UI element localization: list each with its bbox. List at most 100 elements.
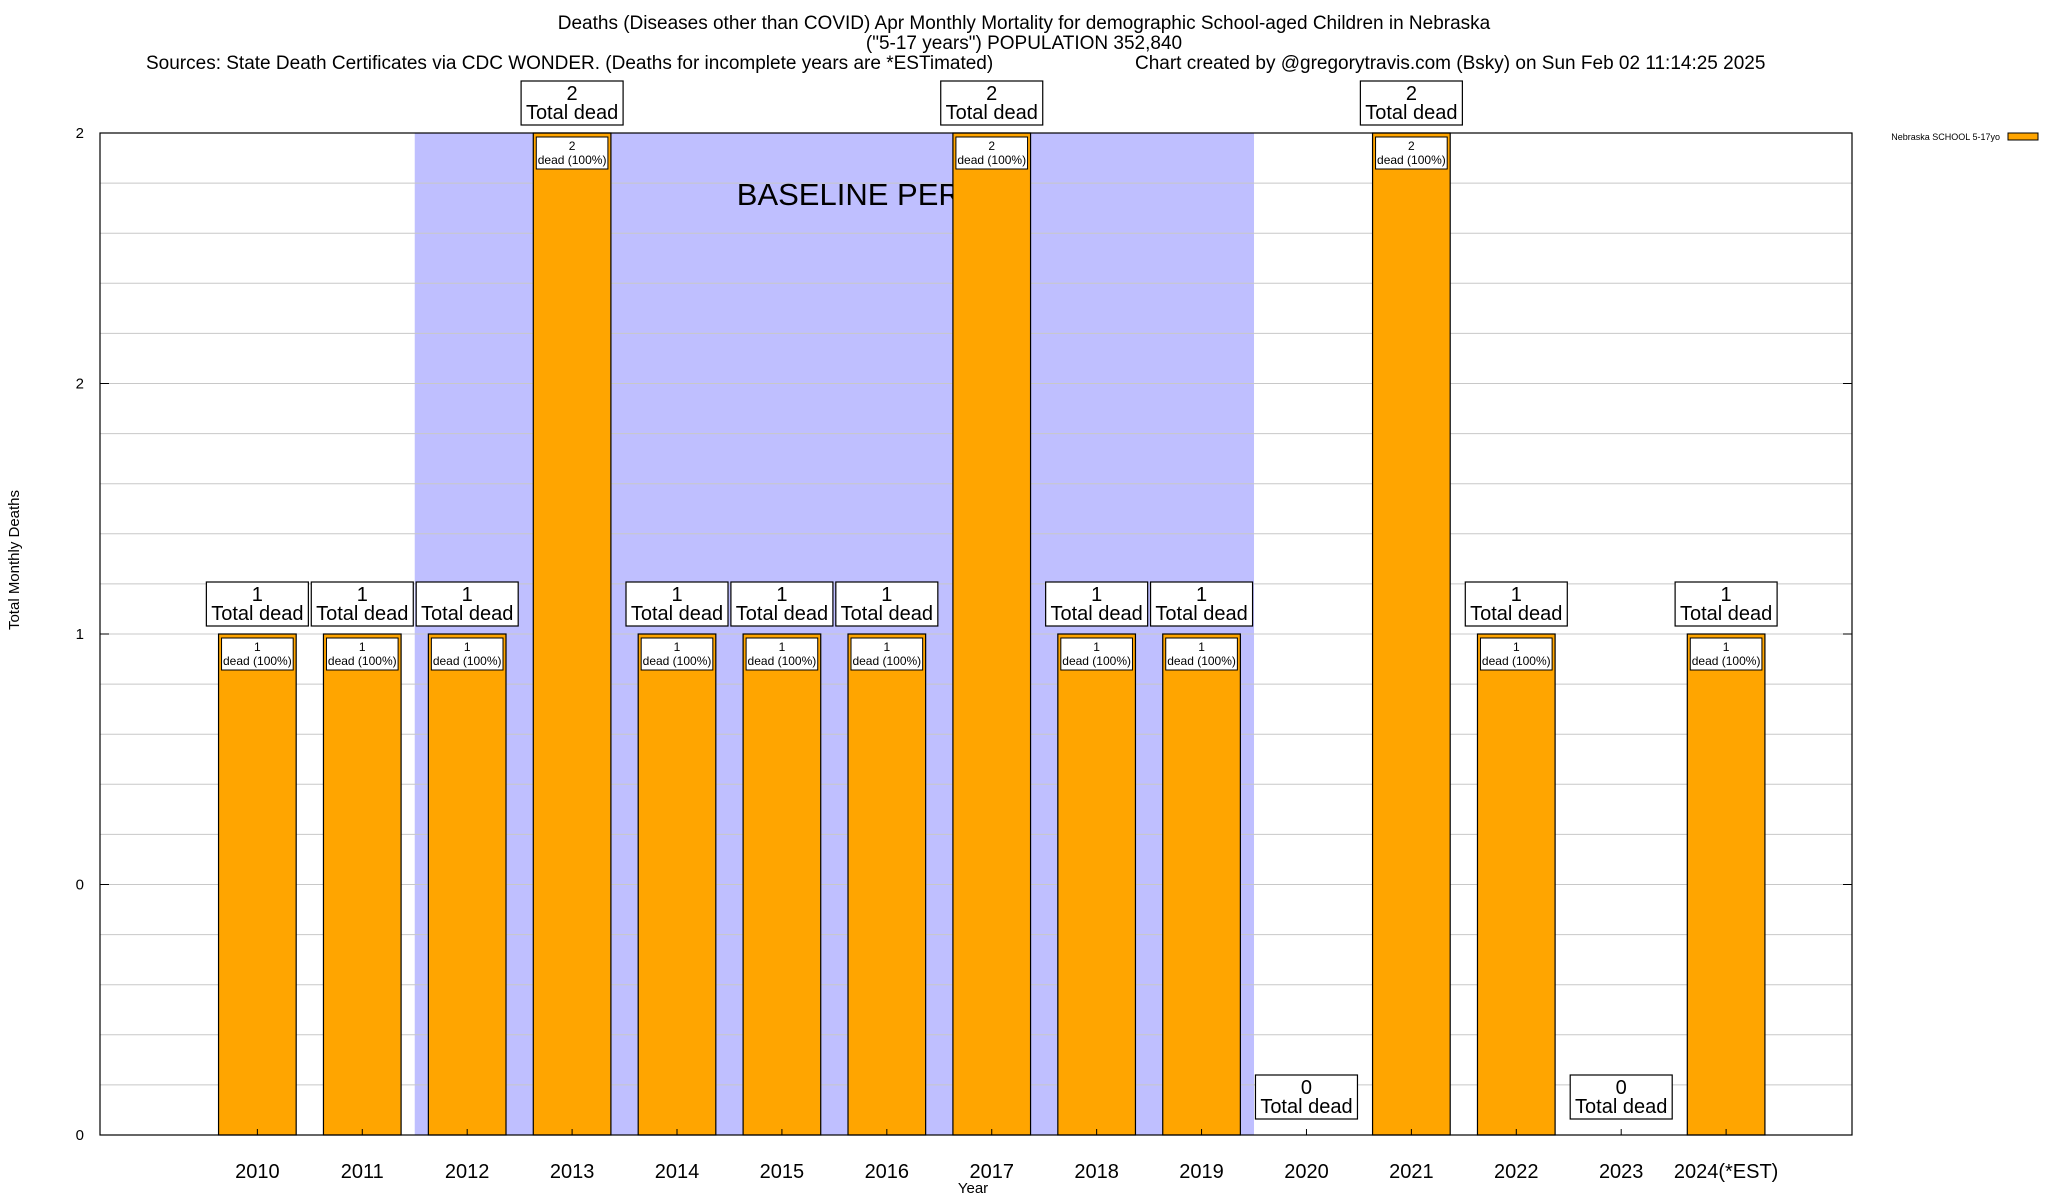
bar-2011 [322,633,402,1136]
bar-2019 [1162,633,1241,1136]
y-tick-label: 0 [76,1127,84,1144]
total-count-label: 1 [671,584,682,606]
segment-percent-label: dead (100%) [1482,654,1551,668]
x-axis-label: Year [957,1180,989,1197]
total-label-box [1674,581,1778,627]
segment-percent-label: dead (100%) [328,654,397,668]
segment-percent-label: dead (100%) [1692,654,1761,668]
segment-count-label: 1 [1723,640,1730,654]
total-dead-label: Total dead [1050,603,1142,625]
segment-percent-label: dead (100%) [538,153,607,167]
total-label-box [415,581,519,627]
segment-percent-label: dead (100%) [1062,654,1131,668]
segment-count-label: 2 [569,139,576,153]
total-count-label: 2 [567,83,578,105]
total-count-label: 1 [357,584,368,606]
segment-count-label: 1 [1513,640,1520,654]
total-label-box [940,80,1044,126]
y-axis-label-container: Total Monthly Deaths [6,490,26,710]
total-label-box [205,581,309,627]
segment-label-box [430,637,504,671]
segment-label-box [1060,637,1133,671]
total-dead-label: Total dead [1365,102,1457,124]
segment-label-box [850,637,924,671]
segment-count-label: 1 [1093,640,1100,654]
segment-percent-label: dead (100%) [748,654,817,668]
segment-label-box [1689,637,1763,671]
x-tick-label: 2017 [969,1161,1014,1183]
total-count-label: 1 [462,584,473,606]
x-tick-label: 2011 [341,1161,384,1183]
total-count-label: 1 [881,584,892,606]
bar-2018 [1057,633,1137,1136]
x-tick-label: 2016 [865,1161,910,1183]
bar-2014 [637,633,717,1136]
bar-2017 [952,132,1032,1136]
total-label-box [310,581,414,627]
chart-credit: Chart created by @gregorytravis.com (Bsk… [1135,53,1766,74]
total-count-label: 2 [1406,83,1417,105]
segment-percent-label: dead (100%) [852,654,921,668]
total-count-label: 1 [776,584,787,606]
segment-label-box [1479,637,1553,671]
segment-count-label: 1 [779,640,786,654]
bar-2022 [1476,633,1556,1136]
x-tick-label: 2010 [235,1161,280,1183]
legend-label: Nebraska SCHOOL 5-17yo [1891,132,2000,142]
legend-swatch [2007,132,2039,141]
segment-percent-label: dead (100%) [643,654,712,668]
segment-percent-label: dead (100%) [1377,153,1446,167]
x-tick-label: 2015 [760,1161,805,1183]
segment-label-box [955,136,1029,170]
segment-count-label: 2 [988,139,995,153]
total-label-box [1359,80,1463,126]
y-axis-label: Total Monthly Deaths [6,489,23,631]
bar-2015 [742,633,822,1136]
total-dead-label: Total dead [211,603,303,625]
total-count-label: 1 [1196,584,1207,606]
total-dead-label: Total dead [421,603,513,625]
total-count-label: 1 [1091,584,1102,606]
y-tick-label: 1 [76,626,84,643]
total-dead-label: Total dead [631,603,723,625]
segment-percent-label: dead (100%) [957,153,1026,167]
total-label-box [835,581,939,627]
x-tick-label: 2019 [1179,1161,1224,1183]
segment-label-box [325,637,399,671]
total-dead-label: Total dead [1470,603,1562,625]
segment-label-box [1165,637,1238,671]
total-label-box [1464,581,1568,627]
segment-count-label: 1 [883,640,890,654]
total-label-box [1149,581,1254,627]
x-tick-label: 2012 [445,1161,490,1183]
segment-label-box [745,637,819,671]
total-count-label: 1 [1721,584,1732,606]
y-tick-label: 2 [76,125,84,142]
x-tick-label: 2018 [1074,1161,1119,1183]
total-dead-label: Total dead [841,603,933,625]
total-label-box [625,581,729,627]
total-dead-label: Total dead [736,603,828,625]
total-label-box [730,581,834,627]
total-label-box [1254,1074,1359,1120]
bar-2010 [217,633,297,1136]
x-tick-label: 2024(*EST) [1674,1161,1779,1183]
bar-2024(*EST) [1686,633,1766,1136]
chart-title: Deaths (Diseases other than COVID) Apr M… [557,13,1491,34]
total-dead-label: Total dead [1155,603,1247,625]
segment-count-label: 1 [359,640,366,654]
segment-count-label: 1 [674,640,681,654]
segment-label-box [221,637,294,671]
y-tick-label: 2 [76,376,84,393]
bar-2012 [427,633,507,1136]
x-tick-label: 2022 [1494,1161,1539,1183]
chart-sources: Sources: State Death Certificates via CD… [146,53,994,74]
total-count-label: 1 [1511,584,1522,606]
chart-subtitle: ("5-17 years") POPULATION 352,840 [865,33,1183,54]
segment-percent-label: dead (100%) [223,654,292,668]
x-tick-label: 2021 [1389,1161,1434,1183]
segment-count-label: 1 [254,640,261,654]
bar-2016 [847,633,927,1136]
total-label-box [1569,1074,1673,1120]
